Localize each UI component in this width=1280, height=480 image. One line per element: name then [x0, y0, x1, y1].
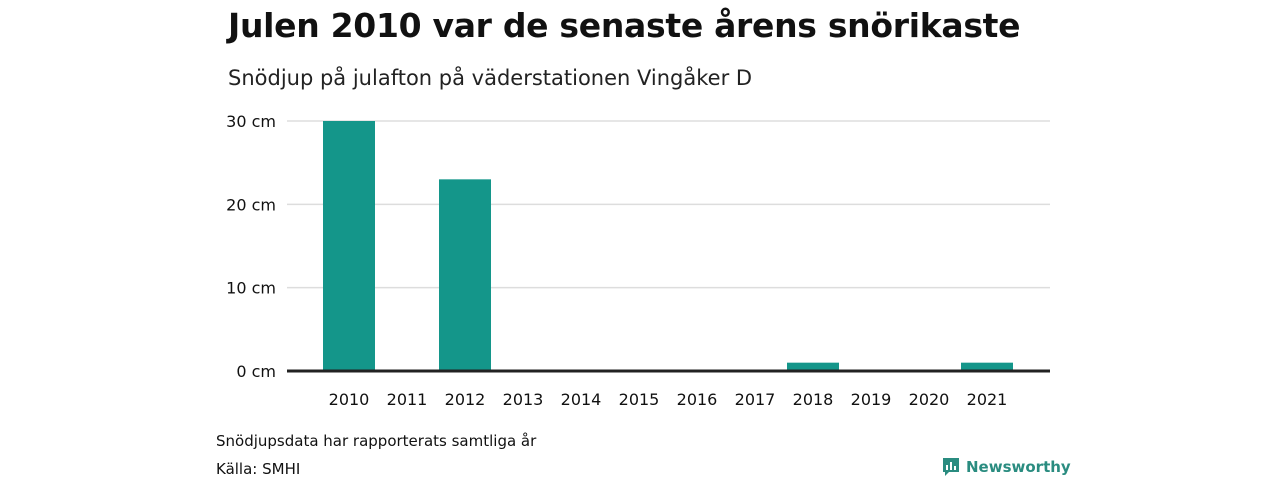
chart-subtitle: Snödjup på julafton på väderstationen Vi…	[228, 66, 753, 90]
bar	[787, 362, 839, 371]
newsworthy-logo-icon	[943, 458, 959, 476]
bar	[961, 362, 1013, 371]
tick-labels: 0 cm 10 cm 20 cm 30 cm 2010 2011 2012 2013 2014 2…	[226, 112, 1007, 409]
bar-chart: 0 cm 10 cm 20 cm 30 cm 2010 2011 2012 2013 2014 2…	[226, 112, 1050, 409]
x-tick-label: 2013	[503, 390, 544, 409]
bar	[323, 121, 375, 371]
source-note: Källa: SMHI	[216, 460, 301, 478]
x-tick-label: 2019	[851, 390, 892, 409]
x-tick-label: 2018	[793, 390, 834, 409]
x-tick-label: 2017	[735, 390, 776, 409]
y-tick-label: 20 cm	[226, 195, 276, 214]
y-tick-label: 30 cm	[226, 112, 276, 131]
x-tick-label: 2014	[561, 390, 602, 409]
y-tick-label: 10 cm	[226, 279, 276, 298]
x-tick-label: 2015	[619, 390, 660, 409]
brand-logo: Newsworthy	[942, 457, 1071, 477]
chart-title: Julen 2010 var de senaste årens snörikas…	[228, 6, 1021, 45]
gridlines	[287, 120, 1050, 289]
y-tick-label: 0 cm	[236, 362, 276, 381]
x-tick-label: 2020	[909, 390, 950, 409]
x-tick-label: 2012	[445, 390, 486, 409]
x-tick-label: 2010	[329, 390, 370, 409]
x-tick-label: 2016	[677, 390, 718, 409]
bars	[323, 121, 1013, 371]
brand-name: Newsworthy	[966, 458, 1071, 476]
bar	[439, 179, 491, 371]
x-tick-label: 2011	[387, 390, 428, 409]
footnote: Snödjupsdata har rapporterats samtliga å…	[216, 432, 537, 450]
x-tick-label: 2021	[967, 390, 1008, 409]
